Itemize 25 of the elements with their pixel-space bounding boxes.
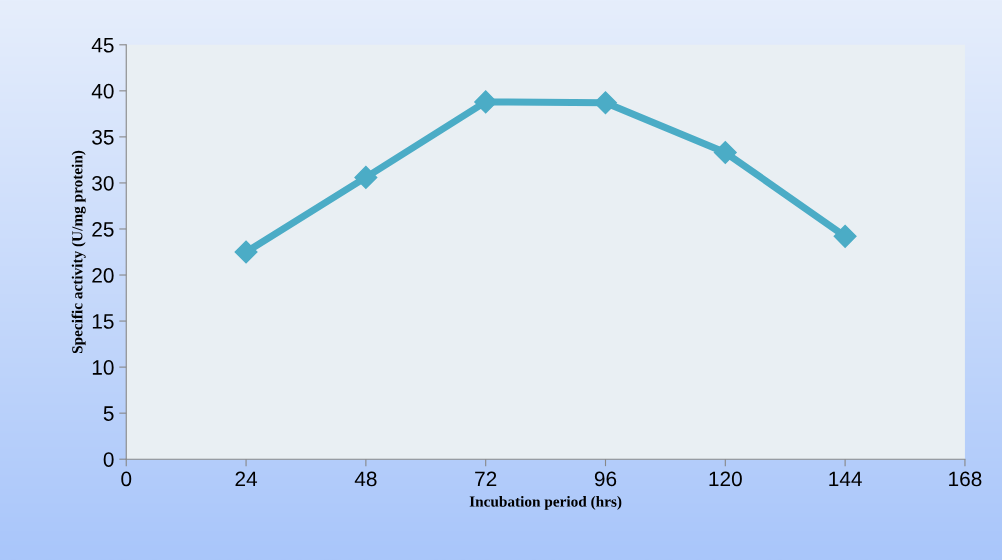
y-tick-label: 30 <box>92 175 114 191</box>
x-tick-label: 24 <box>235 471 258 487</box>
point <box>234 240 258 264</box>
x-tick-label: 168 <box>949 471 982 487</box>
y-tick-label: 25 <box>92 221 114 237</box>
x-tick-label: 0 <box>121 471 132 487</box>
x-tick-label: 72 <box>475 471 497 487</box>
y-tick-label: 0 <box>103 452 114 467</box>
y-tick-label: 5 <box>103 406 114 421</box>
point <box>833 224 857 248</box>
y-tick-label: 20 <box>92 268 114 283</box>
y-tick-label: 40 <box>91 83 114 99</box>
y-axis-title: Specific activity (U/mg protein) <box>71 150 86 354</box>
y-tick-label: 15 <box>92 314 114 329</box>
y-tick-label: 45 <box>91 38 114 53</box>
y-tick-label: 35 <box>92 129 114 145</box>
point <box>354 165 378 189</box>
x-tick-label: 120 <box>709 471 742 487</box>
x-tick-label: 144 <box>829 471 862 487</box>
point <box>713 141 737 165</box>
y-tick-label: 10 <box>92 360 114 375</box>
point <box>474 90 498 114</box>
x-tick-label: 96 <box>594 471 617 487</box>
x-axis-title: Incubation period (hrs) <box>469 495 622 510</box>
x-tick-label: 48 <box>354 471 377 487</box>
